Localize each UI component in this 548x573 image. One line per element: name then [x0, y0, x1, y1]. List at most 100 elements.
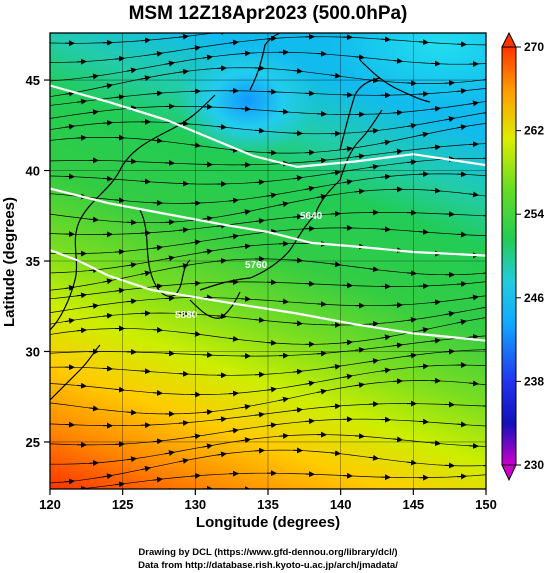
wind-arrow — [88, 73, 99, 80]
wind-arrow — [304, 418, 315, 425]
wind-arrow — [444, 116, 455, 123]
wind-arrow — [406, 459, 417, 466]
wind-arrow — [368, 127, 379, 134]
wind-arrow — [178, 68, 189, 75]
wind-arrow — [330, 261, 341, 268]
wind-arrow — [468, 333, 479, 340]
x-tick-label: 130 — [184, 497, 206, 512]
wind-arrow — [168, 487, 175, 489]
wind-arrow — [342, 145, 353, 152]
wind-arrow — [127, 494, 136, 495]
wind-arrow — [152, 476, 163, 483]
wind-arrow — [292, 368, 303, 375]
wind-arrow — [254, 411, 265, 418]
wind-arrow — [418, 90, 429, 97]
wind-arrow — [216, 313, 227, 320]
wind-arrow — [431, 495, 440, 496]
wind-arrow — [278, 108, 289, 115]
wind-arrow — [76, 292, 87, 299]
wind-arrow — [330, 363, 341, 370]
wind-arrow — [456, 124, 467, 131]
y-axis-label: Latitude (degrees) — [1, 197, 18, 327]
x-tick-label: 140 — [330, 497, 352, 512]
wind-arrow — [266, 422, 277, 429]
x-tick-label: 135 — [257, 497, 279, 512]
contour-5880 — [50, 249, 486, 342]
colorbar-tick-label: 254 — [524, 207, 544, 221]
wind-arrow — [266, 192, 277, 199]
chart-title: MSM 12Z18Apr2023 (500.0hPa) — [129, 3, 408, 24]
wind-arrow — [430, 105, 441, 112]
wind-arrow — [430, 187, 441, 194]
wind-arrow — [228, 390, 239, 397]
wind-arrow — [468, 380, 479, 387]
wind-arrow — [354, 433, 365, 440]
streamline — [50, 33, 217, 44]
wind-arrow — [380, 334, 391, 341]
wind-arrow — [380, 367, 391, 374]
wind-arrow — [152, 137, 163, 144]
wind-arrow — [216, 451, 227, 458]
x-tick-label: 145 — [402, 497, 424, 512]
wind-arrow — [368, 320, 379, 327]
wind-arrow — [392, 378, 403, 385]
wind-arrow — [418, 327, 429, 333]
wind-arrow — [317, 494, 326, 495]
wind-arrow — [330, 169, 341, 176]
wind-arrow — [468, 294, 479, 301]
colorbar: 270 262 254 246 238 230 — [501, 31, 544, 482]
colorbar-tick-label: 270 — [524, 40, 544, 54]
wind-arrow — [254, 218, 265, 224]
wind-arrow — [178, 370, 189, 377]
wind-arrow — [354, 382, 365, 389]
wind-arrow — [140, 75, 151, 82]
wind-arrow — [406, 270, 417, 277]
wind-arrow — [354, 54, 365, 61]
wind-arrow — [456, 280, 467, 287]
cold-northeast — [330, 33, 486, 105]
wind-arrow — [228, 233, 239, 240]
wind-arrow — [88, 109, 99, 116]
wind-arrow — [354, 153, 365, 160]
wind-arrow — [418, 363, 429, 370]
wind-arrow — [178, 419, 189, 426]
wind-arrow — [304, 380, 315, 387]
wind-arrow — [304, 225, 315, 232]
wind-arrow — [76, 327, 87, 334]
contour-5640 — [50, 84, 486, 169]
wind-arrow — [164, 295, 175, 302]
wind-arrow — [278, 396, 289, 403]
wind-arrow — [418, 131, 429, 138]
wind-arrow — [430, 299, 441, 306]
wind-arrow — [240, 50, 251, 57]
wind-arrow — [472, 488, 479, 489]
wind-arrow — [202, 215, 213, 222]
wind-arrow — [292, 175, 303, 182]
wind-arrow — [392, 148, 403, 155]
wind-arrow — [64, 317, 75, 324]
wind-arrow — [152, 244, 163, 251]
wind-arrow — [266, 386, 277, 393]
wind-arrow — [316, 350, 327, 357]
wind-arrow — [152, 326, 163, 333]
wind-arrow — [254, 317, 265, 323]
wind-arrow — [392, 342, 403, 349]
colorbar-body — [501, 46, 517, 466]
wind-arrow — [202, 54, 213, 61]
wind-arrow — [482, 306, 486, 309]
wind-arrow — [254, 127, 265, 134]
wind-arrow — [406, 159, 417, 166]
x-axis-label: Longitude (degrees) — [196, 514, 340, 531]
wind-arrow — [292, 320, 303, 327]
wind-arrow — [126, 67, 137, 74]
credit-drawing: Drawing by DCL (https://www.gfd-dennou.o… — [138, 547, 397, 558]
colorbar-tick-label: 238 — [524, 374, 544, 388]
wind-arrow — [304, 185, 315, 192]
wind-arrow — [140, 465, 151, 472]
wind-arrow — [380, 173, 391, 180]
y-tick-label: 45 — [26, 73, 40, 88]
wind-arrow — [216, 416, 227, 423]
wind-arrow — [342, 373, 353, 380]
wind-arrow — [164, 219, 175, 226]
y-tick-label: 40 — [26, 164, 40, 179]
